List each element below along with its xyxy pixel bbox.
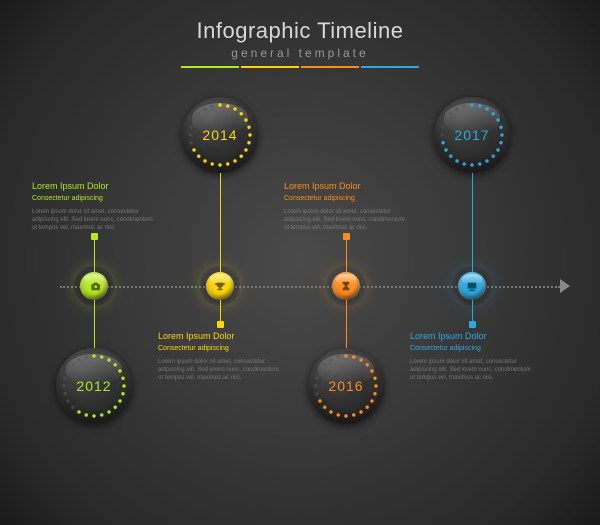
connector-cap — [469, 321, 476, 328]
timeline-arrow-icon — [560, 279, 570, 293]
underline-segment — [181, 66, 239, 68]
text-title: Lorem ipsum dolor — [284, 180, 409, 192]
underline-segment — [301, 66, 359, 68]
text-title: Lorem ipsum dolor — [32, 180, 157, 192]
text-body: Lorem ipsum dolor sit amet, consectetur … — [158, 358, 283, 382]
text-subheading: Consectetur adipiscing — [284, 194, 409, 203]
connector-line — [220, 173, 221, 272]
connector-line — [346, 300, 347, 348]
title-underline — [0, 66, 600, 68]
text-body: Lorem ipsum dolor sit amet, consectetur … — [410, 358, 535, 382]
page-title: Infographic Timeline — [0, 18, 600, 44]
text-title: Lorem ipsum dolor — [158, 330, 283, 342]
text-block: Lorem ipsum dolor Consectetur adipiscing L… — [284, 180, 409, 232]
connector-cap — [217, 321, 224, 328]
year-circle: 2012 — [56, 348, 132, 424]
year-circle: 2014 — [182, 97, 258, 173]
connector-line — [346, 236, 347, 272]
text-body: Lorem ipsum dolor sit amet, consectetur … — [284, 208, 409, 232]
connector-line — [472, 173, 473, 272]
header: Infographic Timeline general template — [0, 0, 600, 68]
axis-node — [80, 272, 108, 300]
axis-node — [332, 272, 360, 300]
text-block: Lorem ipsum dolor Consectetur adipiscing L… — [32, 180, 157, 232]
underline-segment — [241, 66, 299, 68]
text-subheading: Consectetur adipiscing — [410, 344, 535, 353]
text-subheading: Consectetur adipiscing — [158, 344, 283, 353]
year-circle: 2017 — [434, 97, 510, 173]
axis-node — [458, 272, 486, 300]
text-title: Lorem ipsum dolor — [410, 330, 535, 342]
connector-cap — [343, 233, 350, 240]
connector-line — [472, 300, 473, 324]
axis-node — [206, 272, 234, 300]
connector-line — [94, 236, 95, 272]
text-block: Lorem ipsum dolor Consectetur adipiscing L… — [410, 330, 535, 382]
connector-cap — [91, 233, 98, 240]
timeline-stage: 2012 Lorem ipsum dolor Consectetur adipisc… — [0, 80, 600, 500]
underline-segment — [361, 66, 419, 68]
text-block: Lorem ipsum dolor Consectetur adipiscing L… — [158, 330, 283, 382]
connector-line — [220, 300, 221, 324]
connector-line — [94, 300, 95, 348]
page-subtitle: general template — [0, 46, 600, 60]
text-subheading: Consectetur adipiscing — [32, 194, 157, 203]
text-body: Lorem ipsum dolor sit amet, consectetur … — [32, 208, 157, 232]
year-circle: 2016 — [308, 348, 384, 424]
